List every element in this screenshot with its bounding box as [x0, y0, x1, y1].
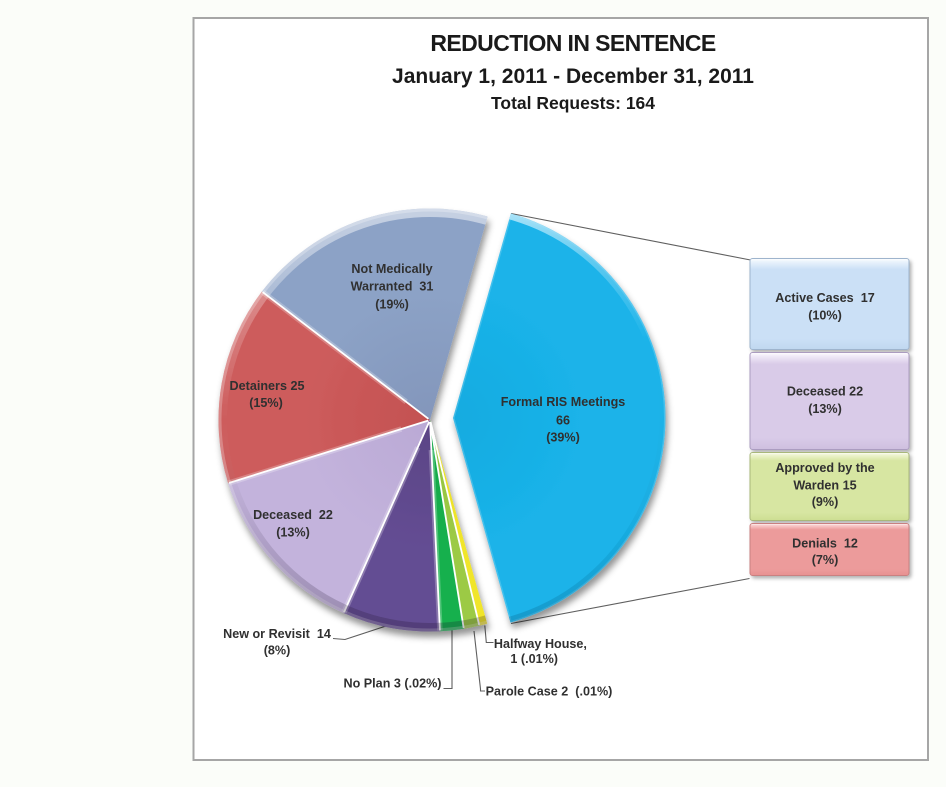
svg-text:No Plan 3 (.02%): No Plan 3 (.02%) — [344, 677, 442, 691]
svg-text:66: 66 — [556, 414, 570, 428]
svg-text:REDUCTION IN SENTENCE: REDUCTION IN SENTENCE — [430, 30, 715, 56]
svg-text:January 1, 2011 - December 31,: January 1, 2011 - December 31, 2011 — [392, 65, 754, 88]
svg-text:(10%): (10%) — [808, 309, 842, 323]
svg-text:(19%): (19%) — [375, 298, 409, 312]
svg-text:(15%): (15%) — [249, 396, 283, 410]
svg-text:Parole Case 2 (.01%): Parole Case 2 (.01%) — [486, 685, 613, 699]
svg-text:Not Medically: Not Medically — [351, 262, 432, 276]
svg-text:Warden 15: Warden 15 — [793, 479, 856, 493]
svg-text:Formal RIS Meetings: Formal RIS Meetings — [501, 395, 626, 409]
svg-text:(39%): (39%) — [546, 431, 580, 445]
svg-text:Active Cases 17: Active Cases 17 — [775, 291, 874, 305]
svg-text:(9%): (9%) — [812, 495, 839, 509]
svg-text:1 (.01%): 1 (.01%) — [510, 652, 558, 666]
svg-text:(7%): (7%) — [812, 553, 839, 567]
svg-text:(8%): (8%) — [264, 644, 291, 658]
svg-text:New or Revisit 14: New or Revisit 14 — [223, 627, 331, 641]
svg-text:Deceased 22: Deceased 22 — [787, 385, 863, 399]
svg-text:Halfway House,: Halfway House, — [494, 637, 587, 651]
svg-text:Total Requests: 164: Total Requests: 164 — [491, 93, 655, 113]
svg-text:Warranted 31: Warranted 31 — [351, 280, 434, 294]
svg-text:Detainers 25: Detainers 25 — [230, 379, 305, 393]
svg-text:Denials 12: Denials 12 — [792, 537, 858, 551]
svg-text:(13%): (13%) — [808, 402, 842, 416]
svg-text:Approved by the: Approved by the — [775, 461, 874, 475]
svg-text:(13%): (13%) — [276, 526, 310, 540]
svg-text:Deceased 22: Deceased 22 — [253, 508, 333, 522]
